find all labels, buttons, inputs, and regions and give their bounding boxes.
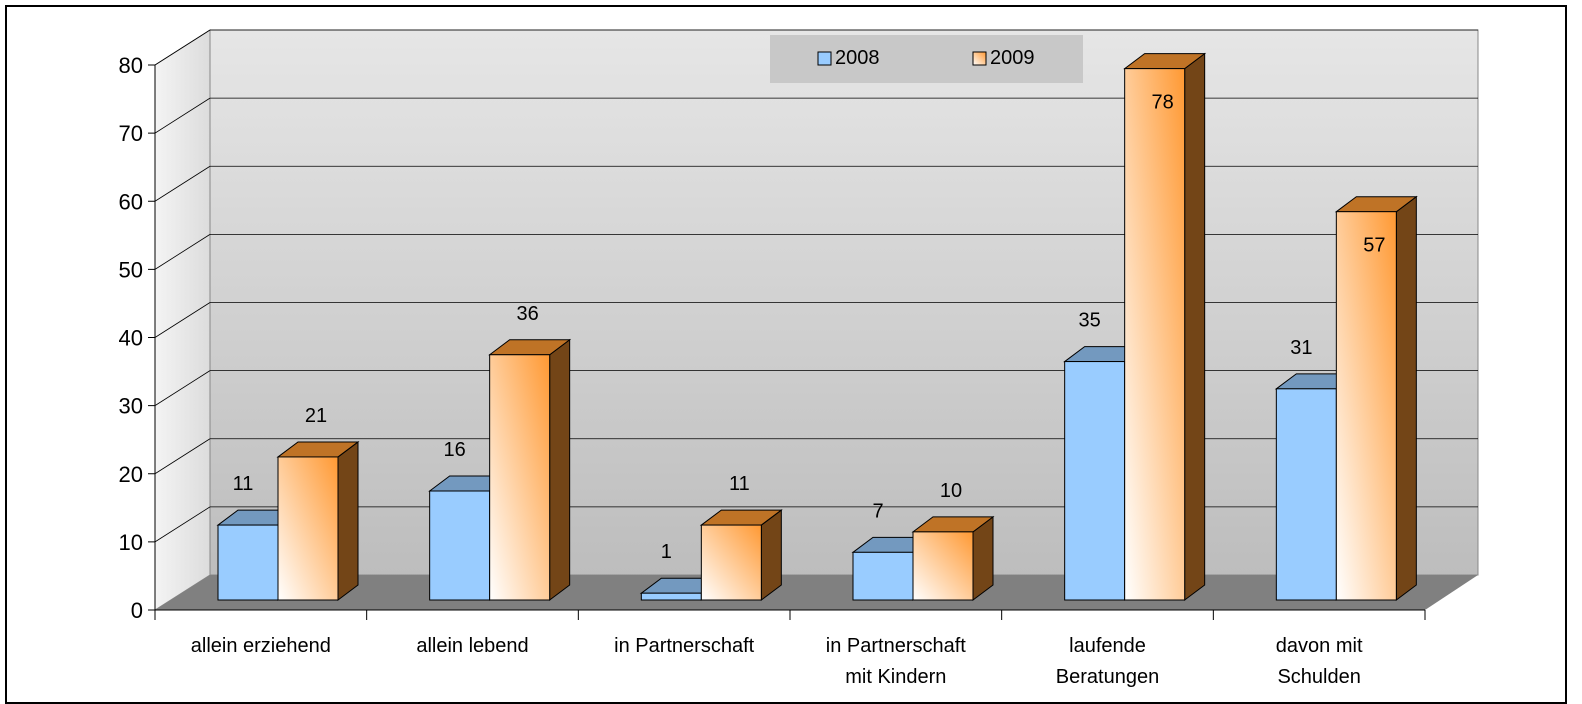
bar-front (429, 490, 491, 601)
bar-front (852, 551, 914, 601)
data-label: 10 (940, 480, 962, 502)
bar-side (549, 338, 571, 601)
bar (1334, 195, 1418, 601)
y-tick-label: 40 (119, 326, 143, 351)
grid-line (154, 302, 211, 338)
y-tick-label: 10 (119, 530, 143, 555)
data-label: 7 (872, 500, 883, 522)
y-tick-label: 60 (119, 189, 143, 214)
data-label: 78 (1152, 92, 1174, 114)
bar (1123, 52, 1207, 601)
bar-front (912, 531, 974, 601)
y-tick-label: 70 (119, 121, 143, 146)
y-tick-label: 50 (119, 257, 143, 282)
bar (276, 440, 360, 601)
grid-line (154, 438, 211, 475)
x-tick-label: laufende Beratungen (1056, 635, 1159, 688)
legend-box (770, 35, 1083, 83)
bar-front (277, 456, 339, 601)
data-label: 11 (729, 473, 750, 495)
grid-line (154, 234, 211, 270)
data-label: 16 (444, 439, 466, 461)
bar-front (1335, 211, 1397, 601)
data-label: 36 (517, 303, 539, 325)
legend: 2008 2009 (770, 35, 1083, 83)
x-tick-label: allein erziehend (191, 635, 331, 657)
data-label: 31 (1290, 337, 1312, 359)
bar-side (1184, 52, 1206, 601)
legend-label: 2008 (835, 47, 880, 69)
bar-front (1124, 68, 1186, 601)
bar-front (640, 592, 702, 601)
grid-line (154, 506, 211, 543)
bar-front (217, 524, 279, 601)
bar (911, 515, 995, 601)
bar-side (760, 509, 782, 601)
bar-side (1395, 195, 1417, 601)
bar-front (700, 524, 762, 601)
y-tick-label: 30 (119, 394, 143, 419)
bar (699, 509, 783, 601)
legend-swatch (972, 51, 987, 66)
bar-front (489, 354, 551, 601)
x-tick-label: in Partnerschaft (614, 635, 755, 657)
grid-line (154, 165, 211, 202)
grid-line (154, 29, 211, 66)
y-tick-label: 20 (119, 462, 143, 487)
bar-front (1064, 361, 1126, 601)
y-tick-label: 0 (131, 598, 143, 623)
data-label: 57 (1363, 235, 1385, 257)
x-tick-label: in Partnerschaft mit Kindern (826, 635, 967, 688)
grid-line (154, 97, 211, 134)
data-label: 11 (233, 473, 254, 495)
bar (488, 338, 572, 601)
x-tick-label: davon mit Schulden (1276, 635, 1363, 688)
legend-swatch (817, 51, 832, 66)
legend-label: 2009 (990, 47, 1035, 69)
data-label: 35 (1079, 310, 1101, 332)
bar-side (337, 440, 359, 601)
bar-front (1275, 388, 1337, 601)
data-label: 1 (661, 541, 672, 563)
x-tick-label: allein lebend (416, 635, 528, 657)
y-tick-label: 80 (119, 53, 143, 78)
grid-line (154, 370, 211, 406)
data-label: 21 (305, 405, 327, 427)
